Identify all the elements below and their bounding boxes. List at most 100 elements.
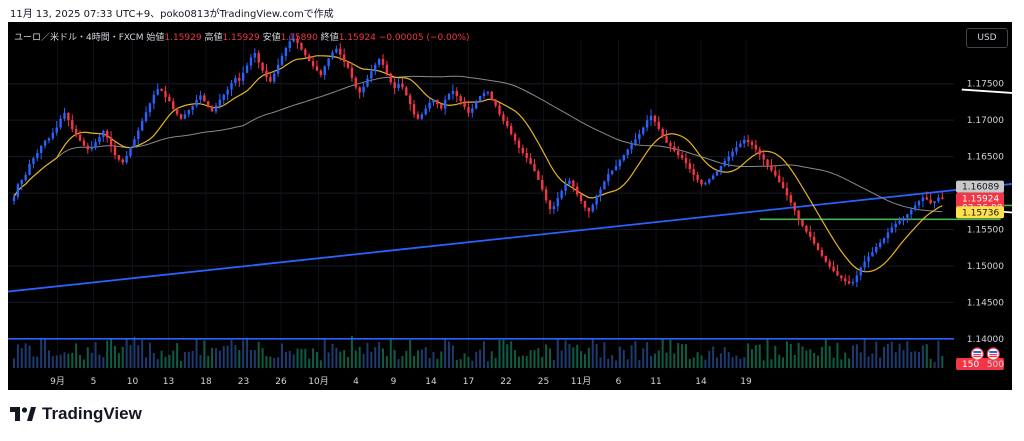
volume-bar (479, 349, 482, 368)
volume-bar (502, 339, 505, 368)
volume-bar (669, 339, 672, 368)
volume-bar (141, 340, 144, 368)
volume-bar (82, 359, 85, 368)
drawn-lines (8, 88, 1012, 340)
volume-bar (284, 351, 287, 368)
candle-body (704, 182, 707, 185)
candle-body (941, 197, 944, 199)
candle-body (32, 158, 35, 164)
candle-body (82, 140, 86, 146)
candle-body (288, 41, 291, 49)
volume-bar (308, 358, 311, 368)
volume-bar (164, 356, 167, 368)
volume-bar (125, 338, 128, 368)
candle-body (645, 120, 649, 128)
volume-bar (510, 341, 513, 368)
volume-bar (646, 342, 649, 368)
candle-body (432, 99, 435, 103)
candle-body (793, 202, 796, 211)
candle-body (882, 238, 886, 243)
candle-body (393, 82, 396, 89)
candle-body (533, 163, 536, 172)
candle-body (16, 184, 20, 197)
candle-body (482, 93, 486, 97)
candle-body (805, 225, 808, 232)
volume-bar (754, 345, 757, 368)
candle-body (529, 158, 532, 164)
candle-body (284, 48, 288, 57)
price-marker (956, 206, 1004, 219)
candle-body (906, 214, 909, 218)
candle-body (78, 134, 82, 141)
candle-body (894, 223, 897, 228)
volume-bar (824, 339, 827, 368)
volume-bar (211, 347, 214, 368)
candle-body (358, 87, 361, 93)
candle-body (820, 249, 824, 256)
volume-bar (261, 348, 264, 368)
candle-body (610, 170, 614, 175)
candle-body (71, 120, 74, 129)
price-chart[interactable]: 1.175001.170001.165001.160001.155001.150… (8, 22, 1012, 390)
candle-body (781, 182, 785, 188)
time-tick-label: 6 (616, 377, 622, 387)
candle-body (230, 83, 233, 90)
volume-bar (770, 359, 773, 368)
candle-body (397, 83, 400, 89)
volume-bar (801, 346, 804, 368)
volume-bar (817, 355, 820, 368)
volume-bar (925, 344, 928, 368)
volume-bar (482, 341, 485, 368)
time-tick-label: 19 (740, 377, 752, 387)
candle-body (789, 195, 793, 203)
volume-bar (762, 360, 765, 368)
candle-body (346, 61, 350, 68)
volume-bar (393, 350, 396, 368)
candle-body (203, 95, 206, 102)
volume-bar (607, 358, 610, 368)
volume-bar (525, 356, 528, 368)
time-tick-label: 17 (463, 377, 474, 387)
candle-body (59, 118, 62, 128)
volume-bar (51, 356, 54, 368)
volume-bar (362, 353, 365, 368)
candle-body (109, 137, 113, 147)
volume-bar (455, 360, 458, 368)
top-bar: 11月 13, 2025 07:33 UTC+9、poko0813がTradin… (0, 0, 1024, 22)
candle-body (824, 255, 827, 262)
candle-body (727, 156, 730, 161)
volume-bar (727, 352, 730, 368)
candle-body (708, 179, 711, 183)
currency-button[interactable]: USD (966, 28, 1008, 48)
candle-body (420, 114, 424, 119)
brand[interactable]: TradingView (10, 404, 142, 424)
candle-body (304, 49, 307, 56)
price-tick-label: 1.17500 (967, 80, 1004, 90)
candle-body (762, 154, 765, 160)
candle-body (436, 99, 439, 105)
volume-bar (327, 352, 330, 368)
volume-bar (129, 345, 132, 368)
flag-stripe (973, 351, 982, 353)
candle-body (638, 134, 641, 140)
candle-body (292, 38, 295, 42)
volume-bar (304, 348, 307, 368)
volume-bar (552, 360, 555, 368)
volume-bar (638, 360, 641, 368)
candle-body (774, 170, 777, 176)
price-marker (956, 192, 1004, 205)
volume-bar (883, 346, 886, 368)
candle-body (39, 145, 43, 153)
volume-bar (805, 350, 808, 368)
volume-bar (692, 357, 695, 368)
volume-bar (677, 343, 680, 368)
candle-body (576, 186, 579, 195)
volume-bar (343, 349, 346, 368)
volume-bar (580, 351, 583, 368)
volume-bar (253, 349, 256, 368)
volume-bar (615, 360, 618, 368)
candle-body (385, 64, 389, 74)
candle-body (653, 115, 657, 122)
chart-area[interactable]: 1.175001.170001.165001.160001.155001.150… (8, 22, 1012, 390)
